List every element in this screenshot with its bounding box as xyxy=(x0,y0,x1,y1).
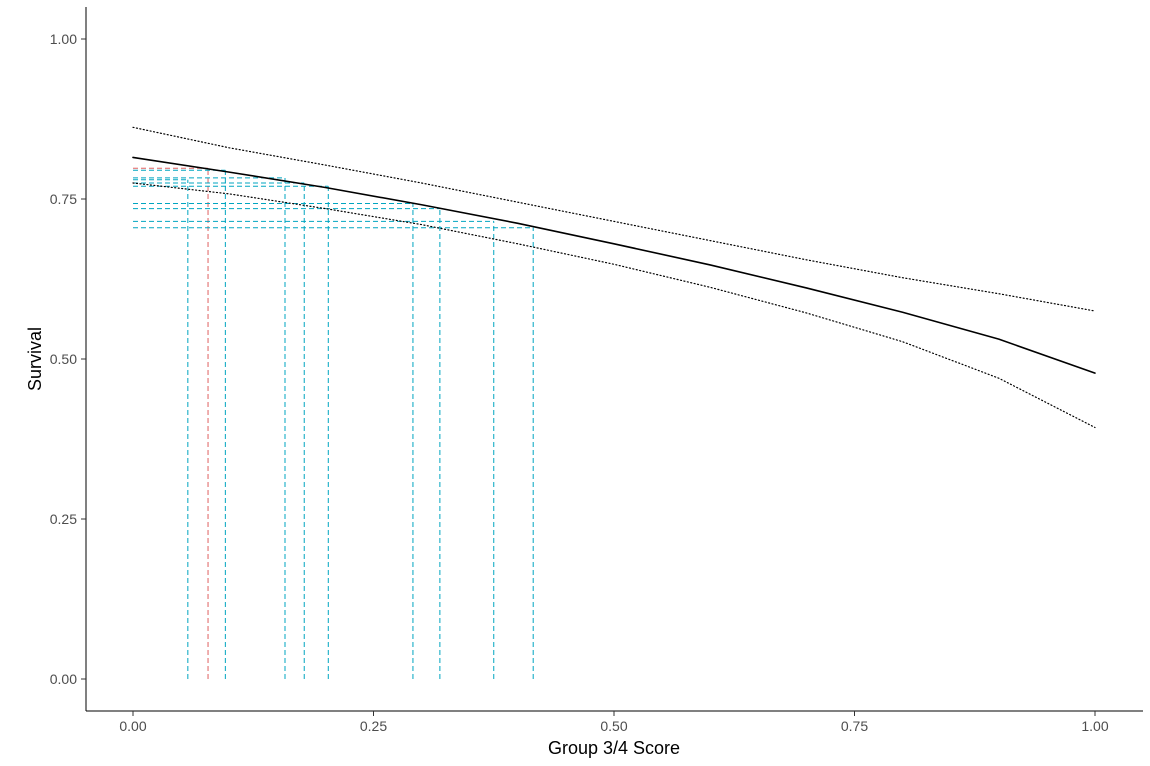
y-tick-label: 0.25 xyxy=(50,511,77,527)
y-tick-label: 0.50 xyxy=(50,351,77,367)
confidence-bound-2 xyxy=(132,182,1096,429)
y-tick-label: 0.00 xyxy=(50,671,77,687)
y-tick-label: 0.75 xyxy=(50,191,77,207)
y-tick-label: 1.00 xyxy=(50,31,77,47)
x-tick-label: 0.00 xyxy=(119,718,146,734)
x-axis-ticks: 0.00 0.25 0.50 0.75 1.00 xyxy=(119,711,1109,734)
y-axis-title: Survival xyxy=(25,327,45,391)
series-lines xyxy=(132,126,1096,429)
x-tick-label: 0.50 xyxy=(600,718,627,734)
y-axis-ticks: 0.00 0.25 0.50 0.75 1.00 xyxy=(50,31,86,687)
x-axis-title: Group 3/4 Score xyxy=(548,738,680,758)
x-tick-label: 0.75 xyxy=(841,718,868,734)
survival-curve xyxy=(132,156,1096,374)
x-tick-label: 1.00 xyxy=(1081,718,1108,734)
confidence-bound-1 xyxy=(132,126,1096,312)
x-tick-label: 0.25 xyxy=(360,718,387,734)
reference-lines xyxy=(133,167,534,679)
